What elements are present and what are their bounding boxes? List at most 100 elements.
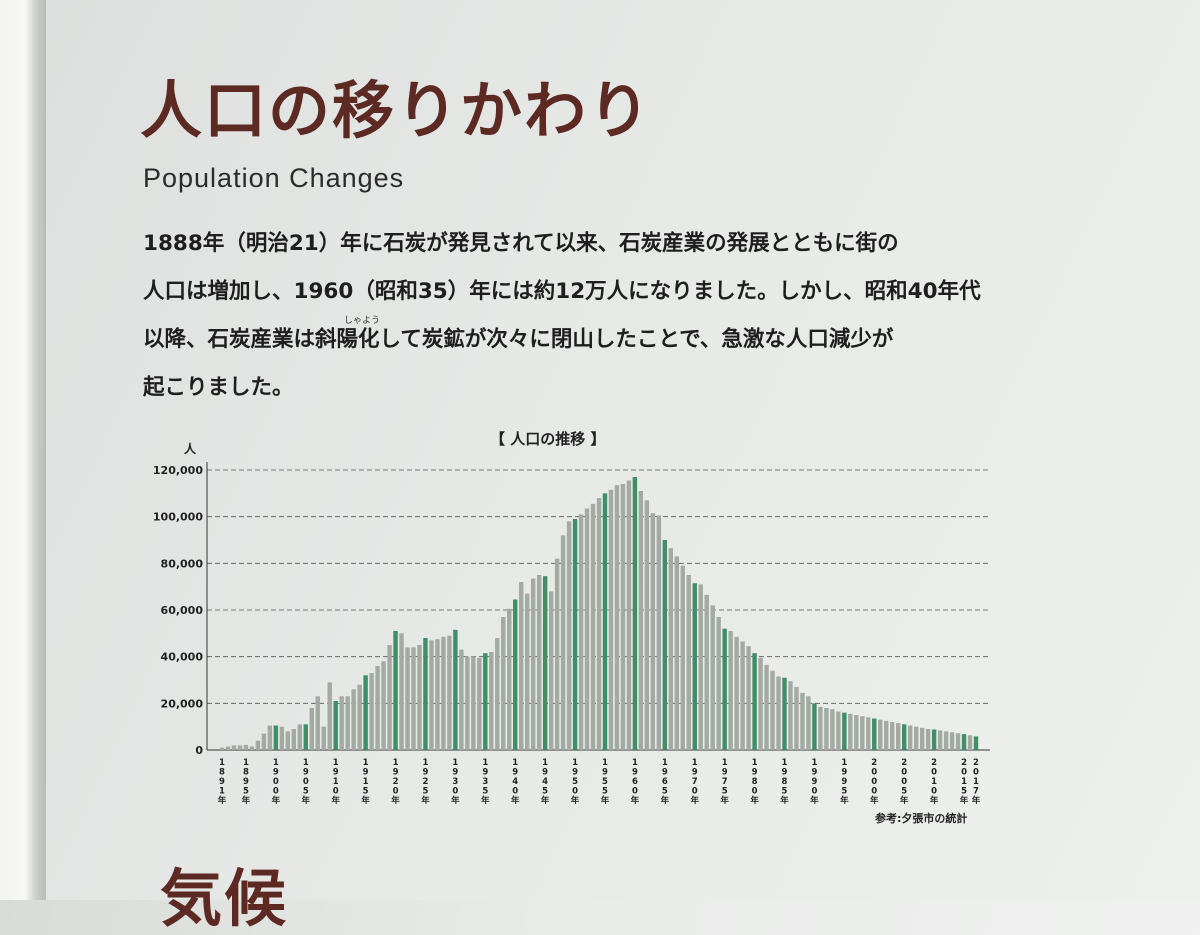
bar: [746, 646, 751, 750]
bar-highlight: [393, 631, 398, 750]
bar: [770, 670, 775, 750]
bar: [740, 641, 745, 750]
bar: [219, 747, 225, 750]
bar: [339, 696, 344, 750]
bar: [794, 687, 799, 750]
bar-highlight: [961, 734, 967, 750]
bar: [943, 731, 949, 750]
bar: [884, 720, 889, 750]
bar: [967, 735, 973, 750]
bar: [656, 515, 662, 750]
bar-highlight: [632, 477, 638, 750]
page-title: 人口の移りかわり: [140, 74, 653, 147]
bar: [716, 617, 721, 750]
y-tick-label: 0: [195, 744, 203, 757]
bar: [866, 717, 871, 750]
bar: [806, 696, 811, 750]
bar: [309, 708, 314, 750]
bar: [249, 746, 255, 750]
bar: [584, 508, 590, 750]
chart-source-note: 参考:夕張市の統計: [875, 812, 968, 825]
paragraph-line: 人口は増加し、1960（昭和35）年には約12万人になりました。しかし、昭和40…: [143, 279, 981, 304]
bar: [626, 480, 632, 750]
bar: [315, 696, 320, 750]
bar: [237, 745, 243, 750]
bar-highlight: [842, 712, 847, 750]
bar: [477, 657, 482, 750]
bar: [369, 673, 374, 750]
bar: [764, 664, 769, 750]
bar: [405, 647, 410, 750]
bar: [758, 657, 763, 750]
bar: [937, 730, 943, 750]
bar: [519, 582, 524, 750]
bar: [644, 500, 650, 750]
bar: [638, 491, 644, 750]
bar: [896, 723, 901, 750]
bar: [614, 485, 620, 750]
bar: [507, 608, 512, 750]
bar: [800, 692, 805, 750]
bar: [776, 676, 781, 750]
bar-highlight: [483, 653, 488, 750]
bar: [536, 575, 542, 750]
bar: [955, 733, 961, 750]
bar: [925, 729, 931, 750]
bar: [285, 731, 291, 750]
bar: [375, 666, 380, 750]
bar: [680, 565, 685, 750]
bar: [590, 503, 596, 750]
bar: [399, 633, 404, 750]
bar: [919, 727, 925, 750]
bar: [429, 640, 434, 750]
bar: [387, 645, 392, 750]
bar-highlight: [872, 718, 877, 750]
bar-highlight: [572, 519, 578, 750]
bar: [297, 724, 302, 750]
bar: [854, 715, 859, 750]
bar: [830, 709, 835, 750]
bar-highlight: [662, 540, 668, 750]
paragraph-line: 1888年（明治21）年に石炭が発見されて以来、石炭産業の発展とともに街の: [143, 231, 899, 256]
chart-title: 【 人口の推移 】: [490, 430, 606, 448]
bar: [668, 548, 674, 750]
bar: [548, 591, 554, 750]
bar: [698, 584, 703, 750]
bar: [255, 740, 261, 750]
bar: [710, 605, 715, 750]
bar: [225, 746, 231, 750]
bar: [878, 719, 883, 750]
bar-highlight: [692, 583, 697, 750]
description-paragraph: 1888年（明治21）年に石炭が発見されて以来、石炭産業の発展とともに街の 人口…: [143, 222, 1023, 414]
bar-highlight: [752, 653, 757, 750]
bar: [291, 729, 297, 750]
population-bar-chart: 0 20,000 40,000 60,000 80,000 100,000 120,000 1…: [153, 462, 990, 806]
bar: [620, 484, 626, 750]
bar: [459, 649, 464, 750]
bar: [728, 631, 733, 750]
bar-highlight: [423, 638, 428, 750]
bar: [524, 593, 530, 750]
next-section-heading: 気候: [160, 862, 289, 935]
bar-highlight: [513, 599, 518, 750]
bar-highlight: [453, 629, 458, 750]
bar-highlight: [901, 724, 907, 750]
bar: [357, 684, 362, 750]
bar: [231, 745, 237, 750]
bar-highlight: [782, 677, 787, 750]
bar: [261, 733, 267, 750]
furigana-note: しゃよう: [344, 316, 381, 326]
